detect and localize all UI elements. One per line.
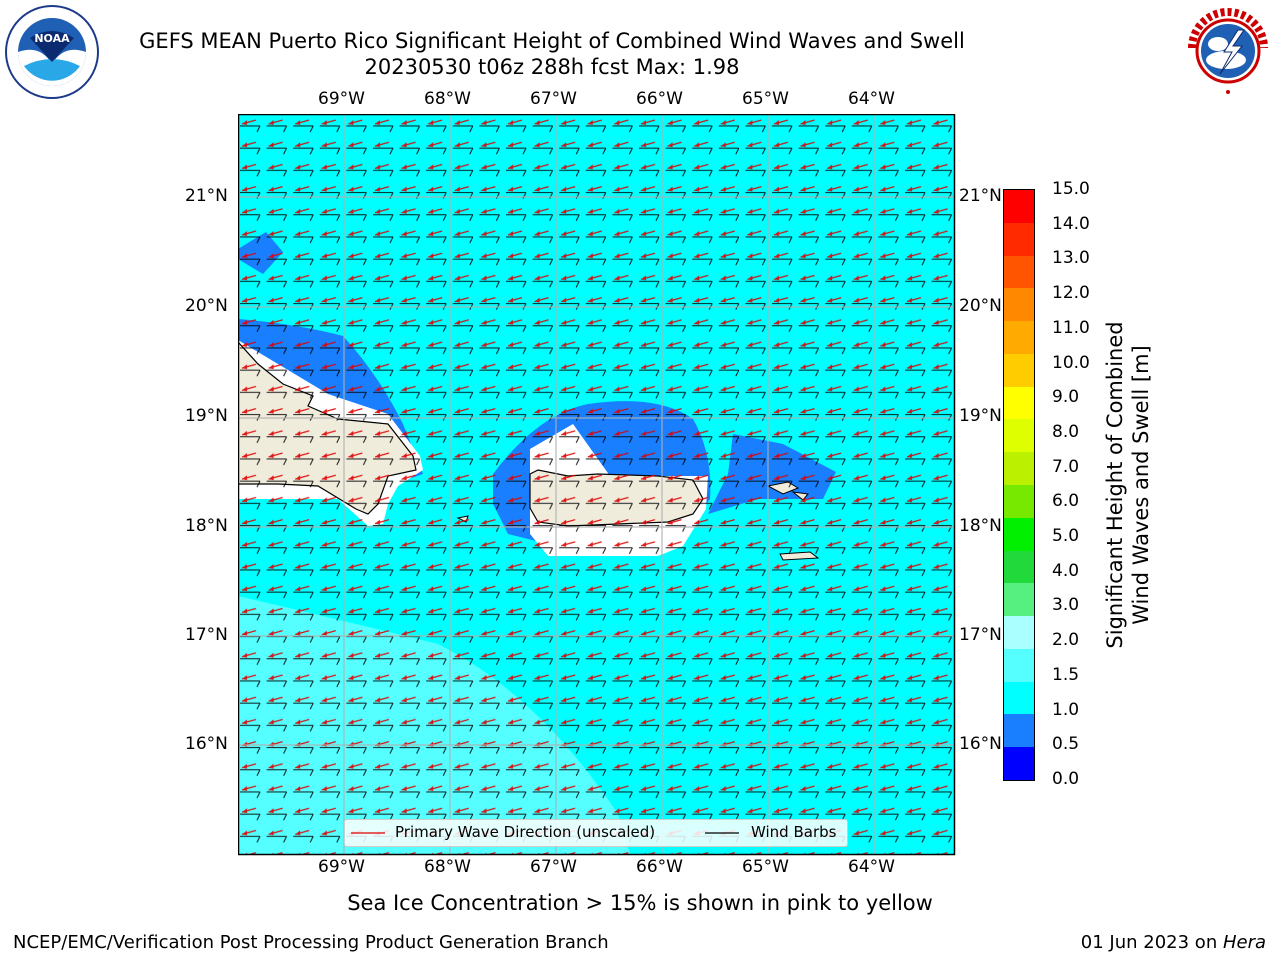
colorbar-tick-label: 11.0 <box>1052 317 1090 338</box>
colorbar-segment <box>1004 452 1034 485</box>
footer-date: 01 Jun 2023 on Hera <box>1080 932 1266 953</box>
lat-label-right: 20°N <box>959 296 1002 316</box>
colorbar-tick-label: 1.0 <box>1052 699 1080 720</box>
colorbar-segment <box>1004 714 1034 748</box>
colorbar-title: Significant Height of Combined Wind Wave… <box>1103 321 1153 649</box>
wave-direction-legend-label: Primary Wave Direction (unscaled) <box>395 823 656 841</box>
colorbar-segment <box>1004 321 1034 354</box>
colorbar-segment <box>1004 648 1034 682</box>
colorbar-tick-label: 3.0 <box>1052 595 1080 616</box>
lat-label-right: 18°N <box>959 516 1002 536</box>
lon-label-top: 65°W <box>742 89 789 109</box>
colorbar-tick-label: 4.0 <box>1052 560 1080 581</box>
lon-label-bottom: 64°W <box>848 857 895 877</box>
noaa-logo: NOAA <box>4 4 100 100</box>
colorbar-segment <box>1004 419 1034 453</box>
lon-label-bottom: 67°W <box>530 857 577 877</box>
lon-label-bottom: 65°W <box>742 857 789 877</box>
lon-label-top: 66°W <box>636 89 683 109</box>
colorbar-tick-label: 5.0 <box>1052 526 1080 547</box>
colorbar-segment <box>1004 288 1034 322</box>
colorbar-tick-label: 7.0 <box>1052 456 1080 477</box>
colorbar-segment <box>1004 222 1034 256</box>
wind-barb-legend-icon <box>705 832 739 834</box>
nws-logo <box>1178 2 1278 100</box>
lon-label-top: 64°W <box>848 89 895 109</box>
colorbar-tick-label: 2.0 <box>1052 630 1080 651</box>
lon-label-top: 68°W <box>424 89 471 109</box>
colorbar-segment <box>1004 747 1034 780</box>
wind-barb-legend-label: Wind Barbs <box>751 823 837 841</box>
colorbar-segment <box>1004 189 1034 223</box>
lat-label-right: 21°N <box>959 186 1002 206</box>
lon-label-bottom: 66°W <box>636 857 683 877</box>
colorbar-segment <box>1004 386 1034 420</box>
footer-credit: NCEP/EMC/Verification Post Processing Pr… <box>13 932 609 953</box>
colorbar-tick-label: 9.0 <box>1052 387 1080 408</box>
colorbar-segment <box>1004 517 1034 551</box>
lat-label-left: 20°N <box>185 296 228 316</box>
colorbar-segment <box>1004 681 1034 715</box>
colorbar-tick-label: 8.0 <box>1052 421 1080 442</box>
colorbar-tick-label: 6.0 <box>1052 491 1080 512</box>
lat-label-left: 19°N <box>185 406 228 426</box>
lon-label-bottom: 69°W <box>318 857 365 877</box>
colorbar-segment <box>1004 353 1034 387</box>
colorbar-segment <box>1004 583 1034 617</box>
colorbar-tick-label: 14.0 <box>1052 213 1090 234</box>
colorbar-tick-label: 0.0 <box>1052 769 1080 789</box>
lat-label-left: 16°N <box>185 734 228 754</box>
chart-title: GEFS MEAN Puerto Rico Significant Height… <box>139 29 965 53</box>
colorbar-tick-label: 13.0 <box>1052 248 1090 269</box>
colorbar-tick-label: 1.5 <box>1052 664 1080 685</box>
lat-label-right: 19°N <box>959 406 1002 426</box>
colorbar-segment <box>1004 255 1034 289</box>
sea-ice-note: Sea Ice Concentration > 15% is shown in … <box>347 891 933 915</box>
colorbar-tick-label: 10.0 <box>1052 352 1090 373</box>
lon-label-bottom: 68°W <box>424 857 471 877</box>
colorbar-segment <box>1004 550 1034 584</box>
lat-label-left: 21°N <box>185 186 228 206</box>
colorbar-segment <box>1004 484 1034 518</box>
map-legend: Primary Wave Direction (unscaled) Wind B… <box>344 819 848 847</box>
lat-label-left: 18°N <box>185 516 228 536</box>
lat-label-right: 16°N <box>959 734 1002 754</box>
lat-label-right: 17°N <box>959 625 1002 645</box>
map-plot <box>238 114 956 856</box>
colorbar-tick-label: 15.0 <box>1052 179 1090 199</box>
lat-label-left: 17°N <box>185 625 228 645</box>
svg-text:NOAA: NOAA <box>34 32 70 45</box>
colorbar-segment <box>1004 616 1034 649</box>
colorbar-tick-label: 12.0 <box>1052 283 1090 304</box>
wave-direction-legend-icon <box>351 832 385 834</box>
lon-label-top: 69°W <box>318 89 365 109</box>
chart-subtitle: 20230530 t06z 288h fcst Max: 1.98 <box>364 55 740 79</box>
lon-label-top: 67°W <box>530 89 577 109</box>
colorbar-tick-label: 0.5 <box>1052 734 1080 755</box>
colorbar <box>1003 189 1035 781</box>
